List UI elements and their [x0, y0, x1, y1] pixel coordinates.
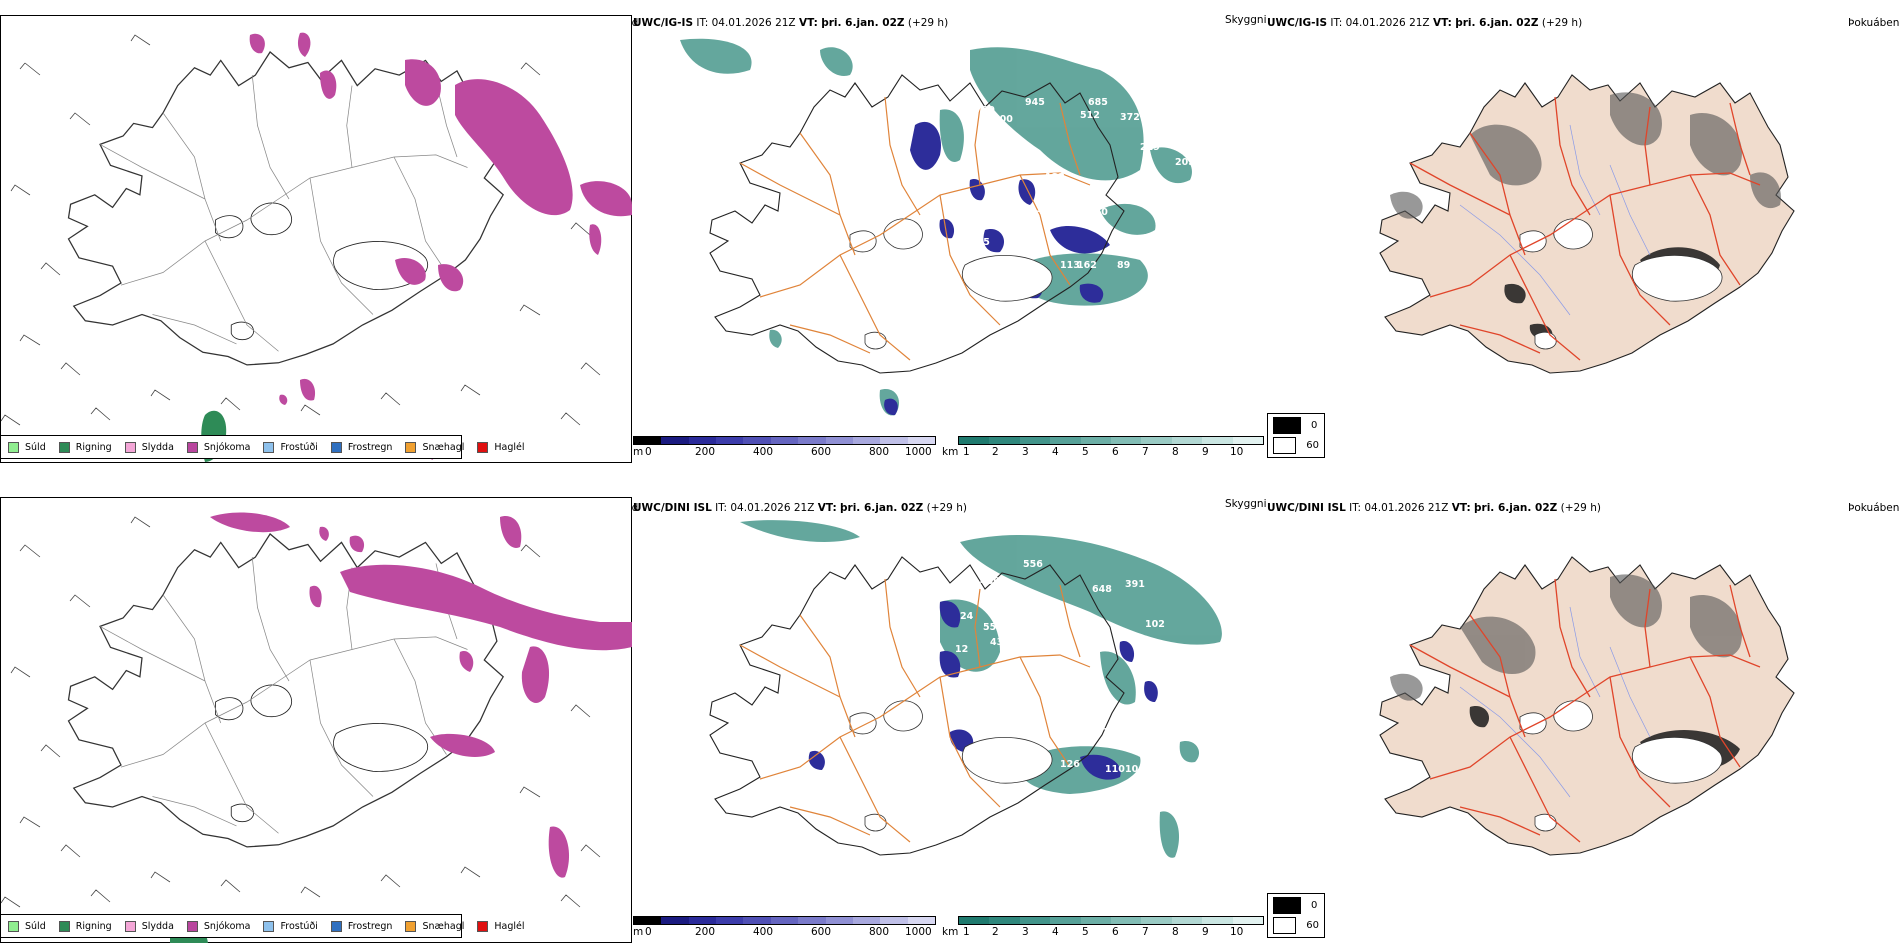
row1-fog-map — [1379, 74, 1795, 374]
snow-areas — [210, 512, 632, 878]
visibility-values: 556 480 288 648 391 102 456 341 55 434 2… — [955, 559, 1182, 775]
svg-text:93: 93 — [1060, 187, 1073, 198]
legend-item-rigning: Rigning — [58, 920, 112, 932]
svg-text:105: 105 — [970, 237, 990, 248]
svg-text:391: 391 — [1125, 579, 1145, 590]
row2-header-fog: UWC/DINI ISL IT: 04.01.2026 21Z VT: þri.… — [1267, 502, 1601, 514]
fog-shading — [1390, 574, 1742, 701]
precip-legend-row2: Súld Rigning Slydda Snjókoma Frostúði Fr… — [0, 914, 525, 938]
svg-text:456: 456 — [1160, 691, 1180, 702]
svg-text:224: 224 — [1015, 262, 1035, 273]
snow-areas — [249, 32, 632, 460]
svg-text:205: 205 — [1175, 157, 1195, 168]
svg-text:12: 12 — [955, 644, 968, 655]
legend-item-snaehagl: Snæhagl — [405, 920, 464, 932]
svg-text:24: 24 — [960, 611, 974, 622]
rivers — [1459, 124, 1651, 316]
svg-text:150: 150 — [1088, 207, 1108, 218]
svg-text:434: 434 — [990, 637, 1010, 648]
svg-text:480: 480 — [980, 576, 1000, 587]
svg-text:104: 104 — [1125, 764, 1145, 775]
visibility-colorbar-row1: km 1 2 3 4 5 6 7 8 9 10 — [942, 436, 1264, 459]
legend-item-haglel: Haglél — [477, 441, 525, 453]
svg-text:675: 675 — [1170, 187, 1190, 198]
row1-title-fog: Þokuábendi — [1848, 17, 1900, 29]
row1-title-visibility: Skyggni — [1225, 14, 1267, 26]
legend-item-snjokoma: Snjókoma — [186, 441, 250, 453]
row2-header-visibility: UWC/DINI ISL IT: 04.01.2026 21Z VT: þri.… — [633, 502, 967, 514]
legend-item-slydda: Slydda — [124, 441, 174, 453]
cloud-base-colorbar-row1: m 0 200 400 600 800 1000 — [633, 436, 936, 459]
row2-title-fog: Þokuábendi — [1848, 502, 1900, 514]
legend-item-frostudi: Frostúði — [263, 441, 318, 453]
svg-text:945: 945 — [1025, 97, 1045, 108]
legend-item-sudd: Súld — [8, 920, 46, 932]
teal-fog — [680, 38, 1192, 416]
row1-visibility-map: 945 685 512 372 390 229 205 675 600 780 … — [680, 38, 1195, 416]
svg-text:102: 102 — [1145, 619, 1165, 630]
svg-text:126: 126 — [1060, 759, 1080, 770]
svg-text:229: 229 — [1140, 142, 1160, 153]
svg-text:228: 228 — [1020, 757, 1040, 768]
svg-text:556: 556 — [1023, 559, 1043, 570]
blue-lowcloud — [808, 601, 1158, 780]
svg-text:12: 12 — [1103, 727, 1116, 738]
legend-item-frostregn: Frostregn — [330, 920, 392, 932]
precip-legend-row1: Súld Rigning Slydda Snjókoma Frostúði Fr… — [0, 435, 525, 459]
row2-fog-map — [1379, 556, 1795, 856]
row1-header-visibility: UWC/IG-IS IT: 04.01.2026 21Z VT: þri. 6.… — [633, 17, 949, 29]
svg-text:135: 135 — [923, 384, 943, 395]
svg-text:685: 685 — [1088, 97, 1108, 108]
row2-precip-map — [0, 497, 632, 943]
svg-text:55: 55 — [983, 622, 996, 633]
visibility-colorbar-row2: km 1 2 3 4 5 6 7 8 9 10 — [942, 916, 1264, 939]
cloud-base-colorbar-row2: m 0 200 400 600 800 1000 — [633, 916, 936, 939]
svg-text:600: 600 — [993, 114, 1013, 125]
legend-item-sudd: Súld — [8, 441, 46, 453]
visibility-values: 945 685 512 372 390 229 205 675 600 780 … — [923, 97, 1195, 395]
legend-item-rigning: Rigning — [58, 441, 112, 453]
svg-text:15: 15 — [1075, 724, 1088, 735]
legend-item-frostregn: Frostregn — [330, 441, 392, 453]
svg-text:512: 512 — [1080, 110, 1100, 121]
svg-text:341: 341 — [1162, 667, 1182, 678]
fog-colorbar-row2: 0 60 — [1267, 893, 1325, 938]
row2-title-visibility: Skyggni — [1225, 498, 1267, 510]
legend-item-haglel: Haglél — [477, 920, 525, 932]
legend-item-slydda: Slydda — [124, 920, 174, 932]
svg-text:372: 372 — [1120, 112, 1140, 123]
svg-text:89: 89 — [1117, 260, 1130, 271]
svg-text:13: 13 — [1030, 204, 1043, 215]
svg-text:162: 162 — [1077, 260, 1097, 271]
row1-precip-map — [0, 15, 632, 463]
teal-fog — [740, 520, 1222, 858]
svg-text:390: 390 — [1150, 127, 1170, 138]
svg-text:113: 113 — [1060, 260, 1080, 271]
svg-text:110: 110 — [1105, 764, 1125, 775]
row1-header-fog: UWC/IG-IS IT: 04.01.2026 21Z VT: þri. 6.… — [1267, 17, 1583, 29]
svg-text:109: 109 — [1043, 212, 1063, 223]
svg-text:780: 780 — [975, 105, 995, 116]
svg-text:288: 288 — [998, 589, 1018, 600]
legend-item-snaehagl: Snæhagl — [405, 441, 464, 453]
fog-shading — [1390, 92, 1781, 219]
svg-text:648: 648 — [1092, 584, 1112, 595]
fog-colorbar-row1: 0 60 — [1267, 413, 1325, 458]
row2-visibility-map: 556 480 288 648 391 102 456 341 55 434 2… — [709, 520, 1222, 858]
legend-item-frostudi: Frostúði — [263, 920, 318, 932]
legend-item-snjokoma: Snjókoma — [186, 920, 250, 932]
rivers — [1459, 606, 1651, 798]
svg-text:132: 132 — [1045, 172, 1065, 183]
